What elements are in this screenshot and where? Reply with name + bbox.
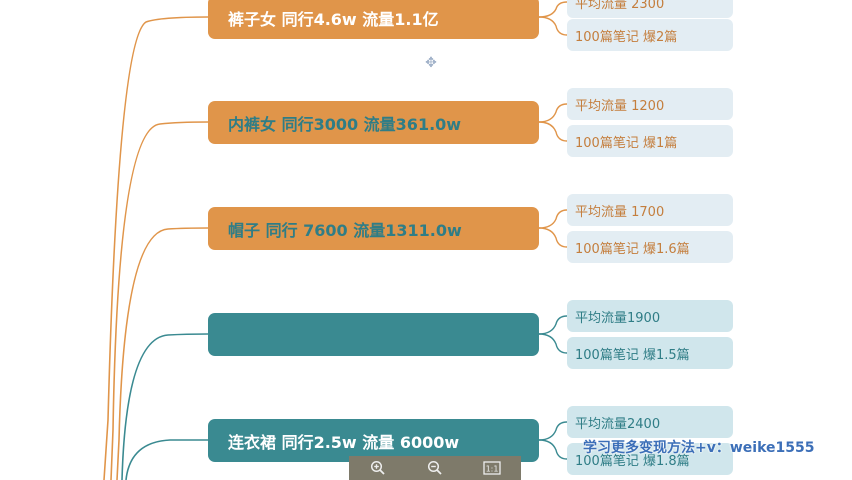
leaf-connector xyxy=(538,1,568,18)
leaf-connector xyxy=(538,421,568,441)
zoom-toolbar: 1:1 xyxy=(349,456,521,480)
trunk-line xyxy=(110,121,209,480)
leaf-node[interactable]: 100篇笔记 爆1.6篇 xyxy=(567,231,733,263)
watermark-text: 学习更多变现方法+v：weike1555 xyxy=(583,440,815,456)
leaf-node[interactable]: 100篇笔记 爆2篇 xyxy=(567,19,733,51)
leaf-node[interactable]: 平均流量1900 xyxy=(567,300,733,332)
leaf-connector xyxy=(538,439,568,460)
trunk-line xyxy=(125,439,208,480)
leaf-connector xyxy=(538,121,568,142)
branch-label: 帽子 同行 7600 流量1311.0w xyxy=(228,220,462,240)
actual-size-label: 1:1 xyxy=(486,465,499,474)
zoom-in-icon[interactable] xyxy=(367,457,389,479)
leaf-label: 平均流量 2300 xyxy=(575,0,665,12)
branch-node-hats[interactable]: 帽子 同行 7600 流量1311.0w xyxy=(208,207,539,250)
leaf-label: 100篇笔记 爆1篇 xyxy=(575,135,678,151)
leaf-label: 100篇笔记 爆1.6篇 xyxy=(575,241,690,257)
leaf-node[interactable]: 平均流量 1200 xyxy=(567,88,733,120)
leaf-node[interactable]: 100篇笔记 爆1篇 xyxy=(567,125,733,157)
leaf-connector xyxy=(538,103,568,123)
leaf-node[interactable]: 平均流量2400 xyxy=(567,406,733,438)
branch-node-pants-women[interactable]: 裤子女 同行4.6w 流量1.1亿 xyxy=(208,0,539,39)
trunk-line xyxy=(116,227,209,480)
trunk-line xyxy=(121,333,209,480)
leaf-label: 100篇笔记 爆2篇 xyxy=(575,29,678,45)
move-icon[interactable]: ✥ xyxy=(425,55,437,71)
leaf-node[interactable]: 100篇笔记 爆1.8篇 xyxy=(567,443,733,475)
leaf-node[interactable]: 平均流量 1700 xyxy=(567,194,733,226)
trunk-line xyxy=(103,16,209,480)
leaf-node[interactable]: 100篇笔记 爆1.5篇 xyxy=(567,337,733,369)
zoom-out-icon[interactable] xyxy=(424,457,446,479)
leaf-connector xyxy=(538,333,568,354)
leaf-label: 平均流量1900 xyxy=(575,310,661,326)
leaf-connector xyxy=(538,16,568,36)
leaf-label: 100篇笔记 爆1.5篇 xyxy=(575,347,690,363)
leaf-label: 平均流量 1700 xyxy=(575,204,665,220)
leaf-connector xyxy=(538,315,568,335)
branch-node-empty[interactable] xyxy=(208,313,539,356)
leaf-label: 平均流量 1200 xyxy=(575,98,665,114)
branch-label: 内裤女 同行3000 流量361.0w xyxy=(228,114,462,134)
leaf-connector xyxy=(538,209,568,229)
leaf-node[interactable]: 平均流量 2300 xyxy=(567,0,733,18)
actual-size-icon[interactable]: 1:1 xyxy=(481,457,503,479)
leaf-label: 平均流量2400 xyxy=(575,416,661,432)
branch-label: 连衣裙 同行2.5w 流量 6000w xyxy=(228,432,460,452)
leaf-connector xyxy=(538,227,568,248)
branch-node-underwear-women[interactable]: 内裤女 同行3000 流量361.0w xyxy=(208,101,539,144)
branch-label: 裤子女 同行4.6w 流量1.1亿 xyxy=(228,9,439,29)
leaf-label: 100篇笔记 爆1.8篇 xyxy=(575,453,690,469)
branch-node-dress[interactable]: 连衣裙 同行2.5w 流量 6000w xyxy=(208,419,539,462)
